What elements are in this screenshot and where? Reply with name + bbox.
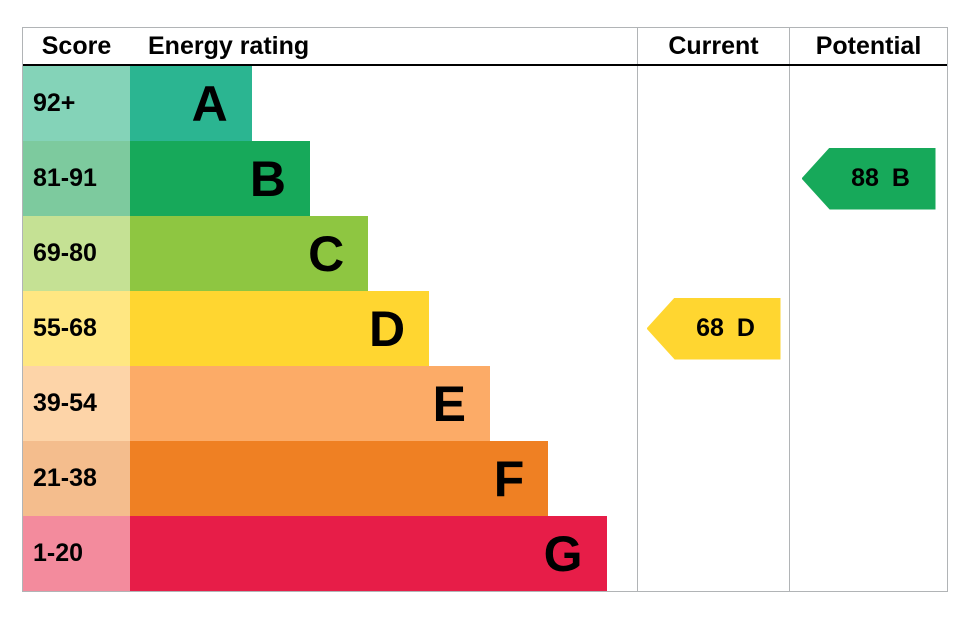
rating-cell-b: B	[130, 141, 637, 216]
epc-band-row-g: 1-20 G	[23, 516, 947, 591]
score-range-f: 21-38	[23, 441, 130, 516]
current-cell-a	[637, 66, 789, 141]
band-letter-g: G	[543, 525, 583, 582]
score-range-c: 69-80	[23, 216, 130, 291]
rating-cell-a: A	[130, 66, 637, 141]
epc-band-row-f: 21-38 F	[23, 441, 947, 516]
band-bar-e: E	[130, 366, 490, 441]
current-cell-b	[637, 141, 789, 216]
potential-rating-arrow: 88 B	[801, 147, 936, 210]
header-potential: Potential	[789, 28, 947, 64]
current-cell-f	[637, 441, 789, 516]
band-bar-c: C	[130, 216, 369, 291]
potential-cell-f	[789, 441, 947, 516]
score-range-e: 39-54	[23, 366, 130, 441]
current-cell-c	[637, 216, 789, 291]
rating-cell-e: E	[130, 366, 637, 441]
potential-cell-d	[789, 291, 947, 366]
rating-cell-c: C	[130, 216, 637, 291]
score-range-g: 1-20	[23, 516, 130, 591]
current-cell-g	[637, 516, 789, 591]
rating-letter: D	[736, 314, 755, 342]
rating-letter: B	[891, 164, 910, 192]
band-letter-c: C	[308, 225, 345, 282]
potential-cell-a	[789, 66, 947, 141]
band-letter-b: B	[249, 150, 286, 207]
header-energy-rating: Energy rating	[148, 31, 310, 60]
band-letter-d: D	[369, 300, 406, 357]
band-letter-a: A	[191, 75, 228, 132]
current-cell-e	[637, 366, 789, 441]
score-range-d: 55-68	[23, 291, 130, 366]
epc-header-row: Score Energy rating Current Potential	[23, 28, 947, 66]
current-rating-arrow: 68 D	[646, 297, 781, 360]
rating-value: 88	[851, 164, 879, 192]
epc-rows: 92+ A 81-91 B 88 B 69-80 C 55-68 D 68 D 39-54 E 21-38 F…	[23, 66, 947, 591]
header-score: Score	[41, 31, 112, 60]
potential-cell-b: 88 B	[789, 141, 947, 216]
band-bar-f: F	[130, 441, 549, 516]
epc-chart: Score Energy rating Current Potential 92…	[22, 27, 948, 592]
rating-cell-d: D	[130, 291, 637, 366]
score-range-a: 92+	[23, 66, 130, 141]
band-letter-f: F	[493, 450, 525, 507]
band-bar-g: G	[130, 516, 607, 591]
epc-band-row-b: 81-91 B 88 B	[23, 141, 947, 216]
epc-band-row-a: 92+ A	[23, 66, 947, 141]
potential-cell-e	[789, 366, 947, 441]
band-letter-e: E	[432, 375, 466, 432]
epc-band-row-c: 69-80 C	[23, 216, 947, 291]
epc-band-row-e: 39-54 E	[23, 366, 947, 441]
current-cell-d: 68 D	[637, 291, 789, 366]
potential-cell-c	[789, 216, 947, 291]
header-current: Current	[637, 28, 789, 64]
band-bar-a: A	[130, 66, 252, 141]
score-range-b: 81-91	[23, 141, 130, 216]
rating-cell-g: G	[130, 516, 637, 591]
band-bar-b: B	[130, 141, 310, 216]
epc-band-row-d: 55-68 D 68 D	[23, 291, 947, 366]
band-bar-d: D	[130, 291, 430, 366]
rating-cell-f: F	[130, 441, 637, 516]
potential-cell-g	[789, 516, 947, 591]
rating-value: 68	[696, 314, 724, 342]
